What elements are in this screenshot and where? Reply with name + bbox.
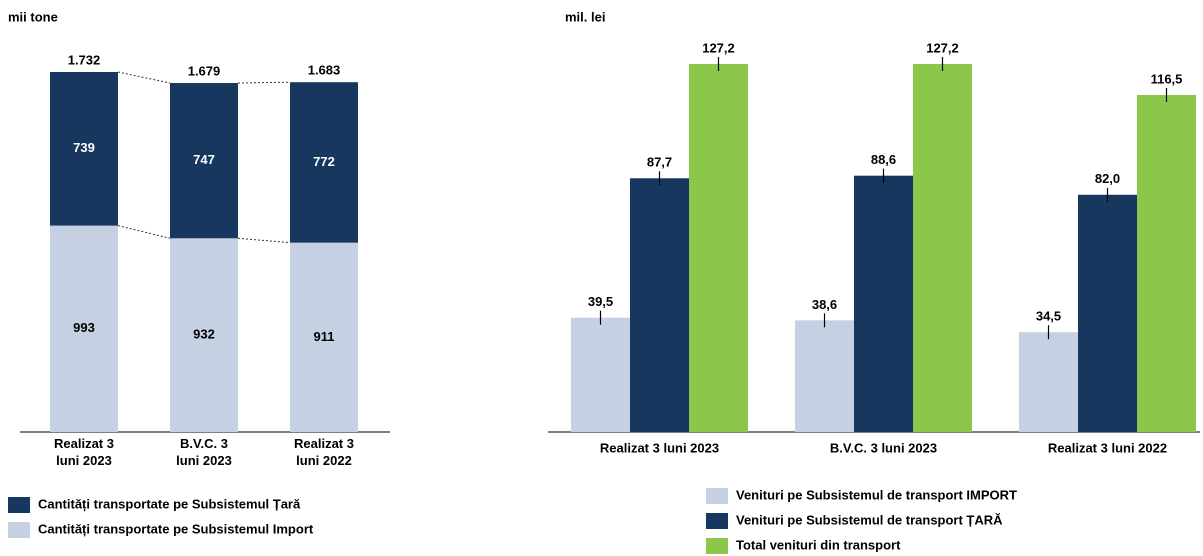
legend-swatch [706, 538, 728, 554]
bar-segment [290, 242, 358, 432]
segment-label: 911 [314, 329, 335, 344]
bar-segment [290, 82, 358, 243]
bar [795, 320, 854, 432]
value-label: 88,6 [871, 152, 896, 167]
legend-label: Venituri pe Subsistemul de transport ȚAR… [736, 512, 1003, 527]
total-label: 1.683 [308, 63, 341, 78]
segment-label: 932 [193, 327, 215, 342]
value-label: 39,5 [588, 294, 613, 309]
value-label: 34,5 [1036, 309, 1061, 324]
legend-swatch [8, 522, 30, 538]
value-label: 127,2 [926, 40, 959, 55]
value-label: 87,7 [647, 155, 672, 170]
total-label: 1.732 [68, 52, 101, 67]
unit-label: mii tone [8, 9, 58, 24]
value-label: 38,6 [812, 297, 837, 312]
bar [689, 64, 748, 432]
connector [117, 225, 171, 239]
x-tick-label: Realizat 3 luni 2022 [1048, 440, 1167, 455]
value-label: 116,5 [1151, 71, 1183, 86]
x-tick-label: B.V.C. 3 luni 2023 [830, 440, 937, 455]
connector [237, 237, 291, 244]
connector [237, 81, 291, 84]
segment-label: 772 [313, 154, 335, 169]
bar [1078, 194, 1137, 432]
bar [1019, 332, 1078, 432]
x-tick-label: Realizat 3 luni 2023 [54, 436, 114, 468]
connector [117, 71, 171, 84]
bar-segment [50, 225, 118, 432]
legend-swatch [706, 488, 728, 504]
legend-swatch [706, 513, 728, 529]
bar-segment [50, 72, 118, 226]
legend-label: Cantități transportate pe Subsistemul Ța… [38, 496, 301, 511]
bar [854, 175, 913, 432]
unit-label: mil. lei [565, 9, 605, 24]
segment-label: 747 [193, 152, 215, 167]
total-label: 1.679 [188, 63, 221, 78]
bar [1137, 94, 1196, 432]
legend-label: Total venituri din transport [736, 537, 901, 552]
legend-label: Venituri pe Subsistemul de transport IMP… [736, 487, 1017, 502]
legend-swatch [8, 497, 30, 513]
value-label: 82,0 [1095, 171, 1120, 186]
bar [913, 64, 972, 432]
value-label: 127,2 [702, 40, 735, 55]
bar-segment [170, 238, 238, 432]
bar [630, 178, 689, 432]
segment-label: 993 [73, 320, 95, 335]
x-tick-label: Realizat 3 luni 2023 [600, 440, 719, 455]
segment-label: 739 [73, 140, 95, 155]
bar-segment [170, 83, 238, 239]
bar [571, 317, 630, 432]
legend-label: Cantități transportate pe Subsistemul Im… [38, 521, 314, 536]
x-tick-label: B.V.C. 3 luni 2023 [176, 436, 232, 468]
x-tick-label: Realizat 3 luni 2022 [294, 436, 354, 468]
